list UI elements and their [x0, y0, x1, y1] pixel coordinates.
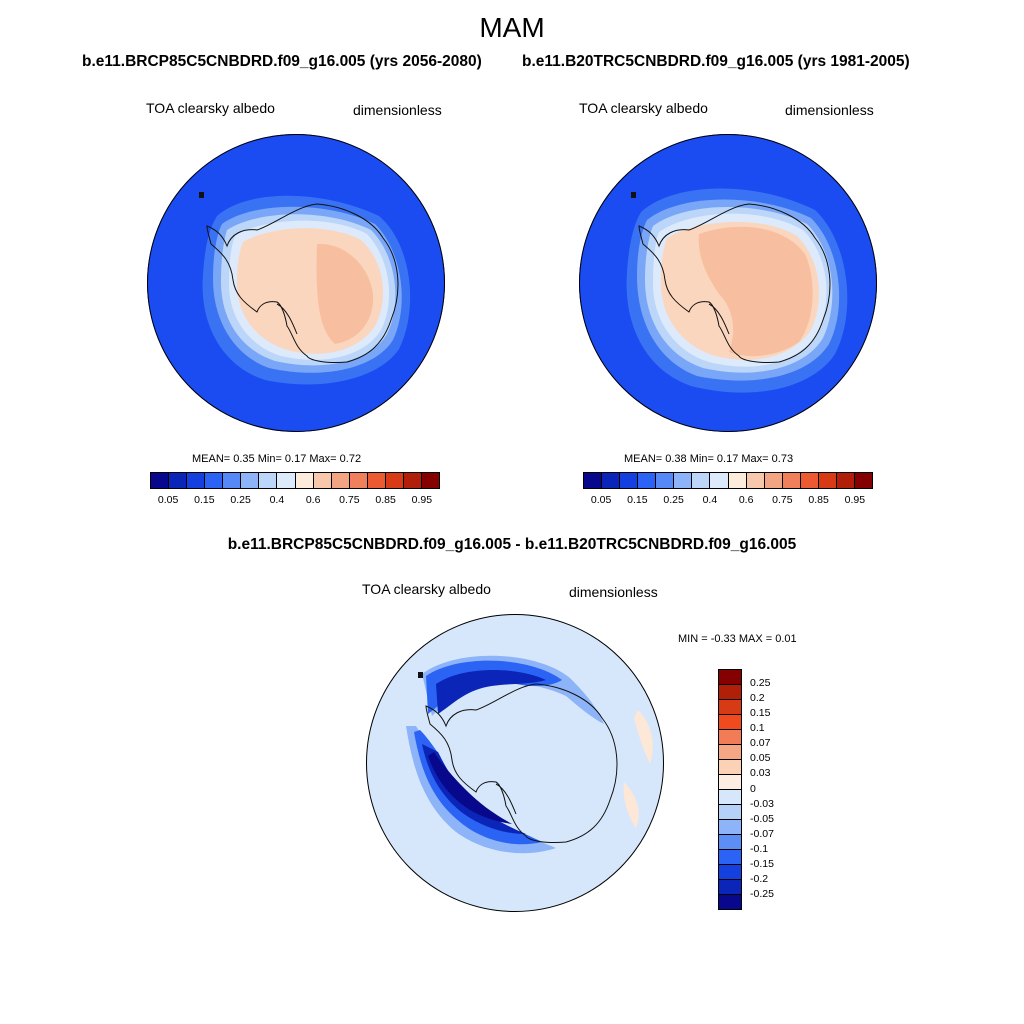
colorbar-swatch — [331, 473, 350, 488]
colorbar-tick-label: 0.85 — [808, 494, 829, 506]
colorbar-swatch — [205, 473, 224, 488]
colorbar-swatch — [764, 473, 783, 488]
colorbar-swatch — [728, 473, 747, 488]
colorbar-tick-label: -0.2 — [750, 872, 769, 885]
panel1-polar-map — [147, 134, 445, 432]
colorbar-swatch — [719, 850, 741, 865]
colorbar-swatch — [674, 473, 693, 488]
colorbar-swatch — [151, 473, 170, 488]
colorbar-tick-label: 0.07 — [750, 737, 771, 750]
colorbar-tick-label: -0.15 — [750, 857, 774, 870]
colorbar-swatch — [602, 473, 621, 488]
colorbar-swatch — [313, 473, 332, 488]
panel2-polar-map — [579, 134, 877, 432]
diff-polar-map — [366, 614, 664, 912]
colorbar-swatch — [656, 473, 675, 488]
colorbar-swatch — [719, 730, 741, 745]
colorbar-tick-label: 0.15 — [194, 494, 215, 506]
season-title: MAM — [479, 12, 545, 43]
colorbar-tick-label: 0.25 — [750, 677, 771, 690]
colorbar-swatch — [782, 473, 801, 488]
colorbar-swatch — [719, 685, 741, 700]
colorbar-swatch — [719, 865, 741, 880]
colorbar-swatch — [584, 473, 603, 488]
panel1-colorbar — [150, 472, 440, 489]
colorbar-tick-label: 0 — [750, 782, 756, 795]
panel1-units: dimensionless — [353, 102, 442, 118]
colorbar-tick-label: 0.03 — [750, 767, 771, 780]
colorbar-swatch — [719, 775, 741, 790]
panel1-title: b.e11.BRCP85C5CNBDRD.f09_g16.005 (yrs 20… — [82, 53, 482, 70]
colorbar-tick-label: 0.15 — [750, 707, 771, 720]
colorbar-swatch — [241, 473, 260, 488]
diff-stats: MIN = -0.33 MAX = 0.01 — [678, 633, 797, 645]
diff-panel-title: b.e11.BRCP85C5CNBDRD.f09_g16.005 - b.e11… — [227, 536, 797, 553]
panel1-stats: MEAN= 0.35 Min= 0.17 Max= 0.72 — [192, 453, 362, 465]
colorbar-tick-label: -0.03 — [750, 797, 774, 810]
colorbar-swatch — [836, 473, 855, 488]
colorbar-tick-label: 0.05 — [750, 752, 771, 765]
colorbar-swatch — [719, 805, 741, 820]
colorbar-swatch — [692, 473, 711, 488]
colorbar-tick-label: -0.1 — [750, 842, 769, 855]
colorbar-tick-label: 0.75 — [339, 494, 360, 506]
colorbar-tick-label: 0.95 — [844, 494, 866, 506]
colorbar-tick-label: 0.2 — [750, 692, 765, 705]
diff-colorbar — [718, 669, 742, 910]
panel1-variable: TOA clearsky albedo — [146, 100, 275, 116]
colorbar-tick-label: 0.25 — [230, 494, 251, 506]
colorbar-swatch — [638, 473, 657, 488]
colorbar-tick-label: 0.85 — [375, 494, 396, 506]
colorbar-tick-label: 0.4 — [269, 494, 285, 506]
panel2-variable: TOA clearsky albedo — [579, 100, 708, 116]
colorbar-swatch — [421, 473, 439, 488]
colorbar-swatch — [719, 700, 741, 715]
panel2-units: dimensionless — [785, 102, 874, 118]
colorbar-swatch — [719, 760, 741, 775]
colorbar-tick-label: 0.6 — [738, 494, 754, 506]
colorbar-swatch — [169, 473, 188, 488]
colorbar-swatch — [719, 820, 741, 835]
colorbar-swatch — [349, 473, 368, 488]
colorbar-swatch — [746, 473, 765, 488]
colorbar-swatch — [800, 473, 819, 488]
colorbar-swatch — [818, 473, 837, 488]
colorbar-tick-label: 0.05 — [157, 494, 179, 506]
panel2-title: b.e11.B20TRC5CNBDRD.f09_g16.005 (yrs 198… — [522, 53, 910, 70]
colorbar-tick-label: 0.95 — [411, 494, 433, 506]
colorbar-swatch — [187, 473, 206, 488]
panel2-colorbar — [583, 472, 873, 489]
colorbar-swatch — [854, 473, 872, 488]
diff-variable: TOA clearsky albedo — [362, 581, 491, 597]
colorbar-swatch — [277, 473, 296, 488]
colorbar-swatch — [620, 473, 639, 488]
panel2-stats: MEAN= 0.38 Min= 0.17 Max= 0.73 — [624, 453, 794, 465]
colorbar-swatch — [719, 715, 741, 730]
colorbar-swatch — [403, 473, 422, 488]
colorbar-swatch — [259, 473, 278, 488]
colorbar-swatch — [719, 895, 741, 909]
colorbar-swatch — [719, 790, 741, 805]
colorbar-tick-label: 0.25 — [663, 494, 684, 506]
colorbar-tick-label: 0.6 — [305, 494, 321, 506]
colorbar-swatch — [719, 835, 741, 850]
colorbar-swatch — [367, 473, 386, 488]
colorbar-tick-label: -0.05 — [750, 812, 774, 825]
colorbar-tick-label: -0.07 — [750, 827, 774, 840]
colorbar-tick-label: 0.05 — [590, 494, 612, 506]
colorbar-swatch — [295, 473, 314, 488]
diff-units: dimensionless — [569, 584, 658, 600]
colorbar-tick-label: 0.4 — [702, 494, 718, 506]
colorbar-swatch — [719, 670, 741, 685]
colorbar-swatch — [223, 473, 242, 488]
colorbar-swatch — [719, 880, 741, 895]
colorbar-tick-label: 0.75 — [772, 494, 793, 506]
colorbar-tick-label: 0.1 — [750, 722, 765, 735]
colorbar-tick-label: -0.25 — [750, 887, 774, 900]
colorbar-swatch — [710, 473, 729, 488]
colorbar-swatch — [719, 745, 741, 760]
colorbar-swatch — [385, 473, 404, 488]
colorbar-tick-label: 0.15 — [627, 494, 648, 506]
